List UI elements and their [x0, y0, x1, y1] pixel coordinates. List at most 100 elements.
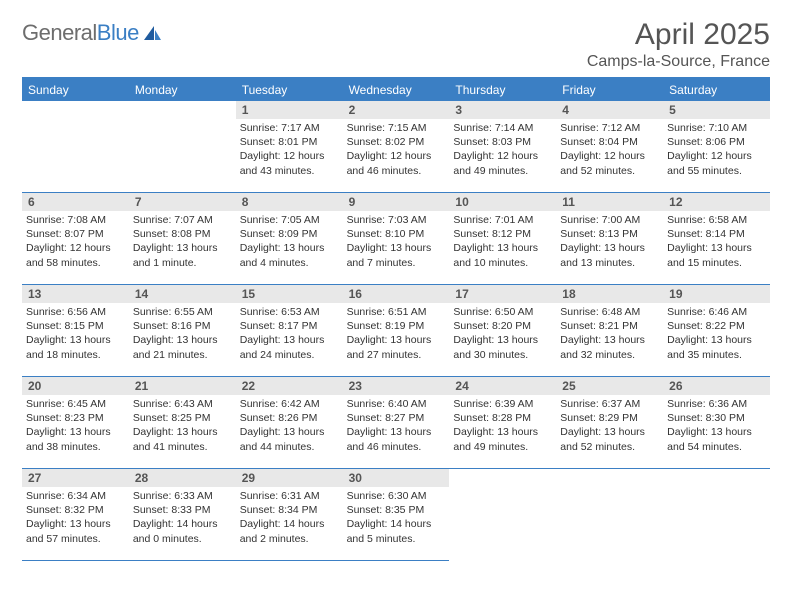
day-day: Daylight: 13 hours and 10 minutes. — [453, 241, 552, 269]
day-sunrise: Sunrise: 6:50 AM — [453, 305, 552, 319]
day-cell: 18Sunrise: 6:48 AMSunset: 8:21 PMDayligh… — [556, 285, 663, 377]
day-info: Sunrise: 6:51 AMSunset: 8:19 PMDaylight:… — [343, 303, 450, 366]
day-sunset: Sunset: 8:15 PM — [26, 319, 125, 333]
day-day: Daylight: 12 hours and 58 minutes. — [26, 241, 125, 269]
day-sunrise: Sunrise: 6:43 AM — [133, 397, 232, 411]
day-number: 13 — [22, 285, 129, 303]
day-day: Daylight: 13 hours and 38 minutes. — [26, 425, 125, 453]
day-day: Daylight: 14 hours and 5 minutes. — [347, 517, 446, 545]
day-info: Sunrise: 7:17 AMSunset: 8:01 PMDaylight:… — [236, 119, 343, 182]
day-number: 16 — [343, 285, 450, 303]
day-cell: 21Sunrise: 6:43 AMSunset: 8:25 PMDayligh… — [129, 377, 236, 469]
day-info: Sunrise: 7:08 AMSunset: 8:07 PMDaylight:… — [22, 211, 129, 274]
day-info: Sunrise: 6:40 AMSunset: 8:27 PMDaylight:… — [343, 395, 450, 458]
weekday-header: SundayMondayTuesdayWednesdayThursdayFrid… — [22, 79, 770, 101]
day-day: Daylight: 12 hours and 43 minutes. — [240, 149, 339, 177]
day-sunset: Sunset: 8:21 PM — [560, 319, 659, 333]
day-sunrise: Sunrise: 6:40 AM — [347, 397, 446, 411]
day-cell: 4Sunrise: 7:12 AMSunset: 8:04 PMDaylight… — [556, 101, 663, 193]
day-cell: 26Sunrise: 6:36 AMSunset: 8:30 PMDayligh… — [663, 377, 770, 469]
day-info: Sunrise: 7:03 AMSunset: 8:10 PMDaylight:… — [343, 211, 450, 274]
day-sunrise: Sunrise: 6:33 AM — [133, 489, 232, 503]
day-number: 30 — [343, 469, 450, 487]
day-day: Daylight: 13 hours and 57 minutes. — [26, 517, 125, 545]
day-info: Sunrise: 6:37 AMSunset: 8:29 PMDaylight:… — [556, 395, 663, 458]
day-day: Daylight: 13 hours and 1 minute. — [133, 241, 232, 269]
calendar: SundayMondayTuesdayWednesdayThursdayFrid… — [22, 77, 770, 561]
day-day: Daylight: 13 hours and 7 minutes. — [347, 241, 446, 269]
day-cell: 15Sunrise: 6:53 AMSunset: 8:17 PMDayligh… — [236, 285, 343, 377]
day-day: Daylight: 14 hours and 2 minutes. — [240, 517, 339, 545]
day-info: Sunrise: 7:14 AMSunset: 8:03 PMDaylight:… — [449, 119, 556, 182]
weekday-label: Saturday — [663, 79, 770, 101]
day-day: Daylight: 12 hours and 49 minutes. — [453, 149, 552, 177]
day-number: 25 — [556, 377, 663, 395]
day-day: Daylight: 13 hours and 15 minutes. — [667, 241, 766, 269]
day-sunrise: Sunrise: 6:34 AM — [26, 489, 125, 503]
day-info: Sunrise: 6:30 AMSunset: 8:35 PMDaylight:… — [343, 487, 450, 550]
day-sunset: Sunset: 8:28 PM — [453, 411, 552, 425]
day-sunset: Sunset: 8:16 PM — [133, 319, 232, 333]
day-cell: 19Sunrise: 6:46 AMSunset: 8:22 PMDayligh… — [663, 285, 770, 377]
day-number: 12 — [663, 193, 770, 211]
day-info: Sunrise: 7:15 AMSunset: 8:02 PMDaylight:… — [343, 119, 450, 182]
day-sunrise: Sunrise: 6:48 AM — [560, 305, 659, 319]
day-sunset: Sunset: 8:30 PM — [667, 411, 766, 425]
day-sunrise: Sunrise: 6:51 AM — [347, 305, 446, 319]
day-number: 27 — [22, 469, 129, 487]
day-info: Sunrise: 7:01 AMSunset: 8:12 PMDaylight:… — [449, 211, 556, 274]
day-day: Daylight: 12 hours and 55 minutes. — [667, 149, 766, 177]
day-info: Sunrise: 6:53 AMSunset: 8:17 PMDaylight:… — [236, 303, 343, 366]
day-sunset: Sunset: 8:13 PM — [560, 227, 659, 241]
day-number: 4 — [556, 101, 663, 119]
day-sunrise: Sunrise: 7:15 AM — [347, 121, 446, 135]
day-cell: 22Sunrise: 6:42 AMSunset: 8:26 PMDayligh… — [236, 377, 343, 469]
day-info: Sunrise: 6:39 AMSunset: 8:28 PMDaylight:… — [449, 395, 556, 458]
weekday-label: Sunday — [22, 79, 129, 101]
day-sunrise: Sunrise: 6:46 AM — [667, 305, 766, 319]
day-sunrise: Sunrise: 7:10 AM — [667, 121, 766, 135]
day-cell: 23Sunrise: 6:40 AMSunset: 8:27 PMDayligh… — [343, 377, 450, 469]
day-info: Sunrise: 6:34 AMSunset: 8:32 PMDaylight:… — [22, 487, 129, 550]
day-cell: 28Sunrise: 6:33 AMSunset: 8:33 PMDayligh… — [129, 469, 236, 561]
day-sunset: Sunset: 8:22 PM — [667, 319, 766, 333]
day-info: Sunrise: 6:36 AMSunset: 8:30 PMDaylight:… — [663, 395, 770, 458]
day-sunset: Sunset: 8:23 PM — [26, 411, 125, 425]
day-sunrise: Sunrise: 6:30 AM — [347, 489, 446, 503]
day-number: 17 — [449, 285, 556, 303]
day-day: Daylight: 13 hours and 21 minutes. — [133, 333, 232, 361]
weekday-label: Friday — [556, 79, 663, 101]
day-cell: 8Sunrise: 7:05 AMSunset: 8:09 PMDaylight… — [236, 193, 343, 285]
day-sunset: Sunset: 8:04 PM — [560, 135, 659, 149]
day-cell: 25Sunrise: 6:37 AMSunset: 8:29 PMDayligh… — [556, 377, 663, 469]
day-cell: 3Sunrise: 7:14 AMSunset: 8:03 PMDaylight… — [449, 101, 556, 193]
day-sunset: Sunset: 8:35 PM — [347, 503, 446, 517]
day-info: Sunrise: 7:00 AMSunset: 8:13 PMDaylight:… — [556, 211, 663, 274]
day-cell: 1Sunrise: 7:17 AMSunset: 8:01 PMDaylight… — [236, 101, 343, 193]
day-sunrise: Sunrise: 6:37 AM — [560, 397, 659, 411]
day-cell: 20Sunrise: 6:45 AMSunset: 8:23 PMDayligh… — [22, 377, 129, 469]
day-day: Daylight: 13 hours and 46 minutes. — [347, 425, 446, 453]
day-cell: 17Sunrise: 6:50 AMSunset: 8:20 PMDayligh… — [449, 285, 556, 377]
logo-word2: Blue — [97, 20, 139, 45]
day-sunrise: Sunrise: 7:07 AM — [133, 213, 232, 227]
day-number: 15 — [236, 285, 343, 303]
day-number: 3 — [449, 101, 556, 119]
day-cell: 13Sunrise: 6:56 AMSunset: 8:15 PMDayligh… — [22, 285, 129, 377]
day-number: 18 — [556, 285, 663, 303]
day-cell: 14Sunrise: 6:55 AMSunset: 8:16 PMDayligh… — [129, 285, 236, 377]
day-number: 29 — [236, 469, 343, 487]
day-sunrise: Sunrise: 7:03 AM — [347, 213, 446, 227]
day-sunrise: Sunrise: 6:55 AM — [133, 305, 232, 319]
title-block: April 2025 Camps-la-Source, France — [587, 18, 770, 71]
day-sunrise: Sunrise: 7:05 AM — [240, 213, 339, 227]
day-sunrise: Sunrise: 7:14 AM — [453, 121, 552, 135]
day-sunset: Sunset: 8:20 PM — [453, 319, 552, 333]
day-cell: 30Sunrise: 6:30 AMSunset: 8:35 PMDayligh… — [343, 469, 450, 561]
day-info: Sunrise: 7:12 AMSunset: 8:04 PMDaylight:… — [556, 119, 663, 182]
logo-word1: General — [22, 20, 97, 45]
day-sunrise: Sunrise: 7:17 AM — [240, 121, 339, 135]
weekday-label: Monday — [129, 79, 236, 101]
day-info: Sunrise: 6:43 AMSunset: 8:25 PMDaylight:… — [129, 395, 236, 458]
day-cell: 11Sunrise: 7:00 AMSunset: 8:13 PMDayligh… — [556, 193, 663, 285]
